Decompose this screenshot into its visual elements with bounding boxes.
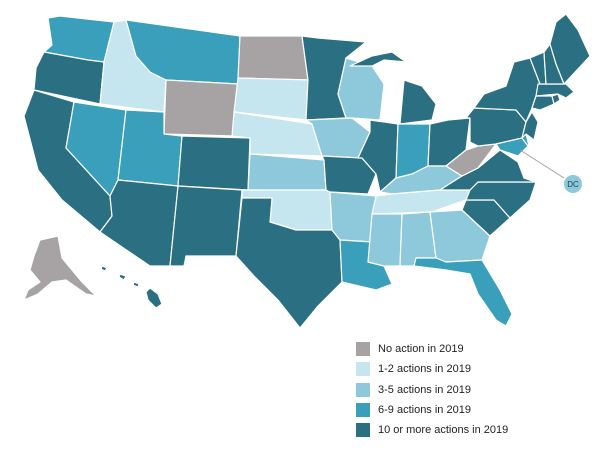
state-florida [413, 257, 513, 327]
state-texas [235, 197, 343, 329]
state-connecticut [531, 95, 555, 111]
legend-label-low: 1-2 actions in 2019 [378, 363, 471, 376]
state-michigan [349, 51, 437, 125]
state-colorado [177, 135, 251, 191]
legend-swatch-top [356, 423, 370, 438]
state-alaska [23, 235, 97, 301]
state-wyoming [163, 79, 239, 137]
dc-leader-line [519, 149, 565, 179]
state-maryland [495, 137, 529, 157]
legend-swatch-high [356, 403, 370, 418]
legend-swatch-none [356, 342, 370, 357]
legend-item-high: 6-9 actions in 2019 [356, 400, 586, 420]
state-rhode-island [551, 93, 561, 105]
state-massachusetts [535, 83, 575, 99]
dc-marker [563, 174, 583, 194]
legend-item-top: 10 or more actions in 2019 [356, 420, 586, 440]
legend-swatch-mid [356, 382, 370, 397]
state-arizona [99, 179, 179, 267]
legend: No action in 2019 1-2 actions in 2019 3-… [356, 339, 586, 440]
legend-label-mid: 3-5 actions in 2019 [378, 383, 471, 396]
dc-label: DC [567, 180, 579, 189]
legend-item-none: No action in 2019 [356, 339, 586, 359]
state-hawaii [100, 265, 163, 309]
legend-label-none: No action in 2019 [378, 343, 464, 356]
state-new-jersey [521, 111, 539, 141]
legend-swatch-low [356, 362, 370, 377]
state-kansas [247, 153, 327, 191]
legend-label-high: 6-9 actions in 2019 [378, 404, 471, 417]
state-new-mexico [169, 185, 243, 267]
state-mississippi [367, 213, 403, 267]
legend-label-top: 10 or more actions in 2019 [378, 424, 509, 437]
state-north-dakota [237, 35, 309, 81]
legend-item-mid: 3-5 actions in 2019 [356, 380, 586, 400]
state-wisconsin [337, 57, 385, 121]
legend-item-low: 1-2 actions in 2019 [356, 359, 586, 379]
state-maine [549, 13, 591, 85]
state-arkansas [329, 191, 377, 243]
